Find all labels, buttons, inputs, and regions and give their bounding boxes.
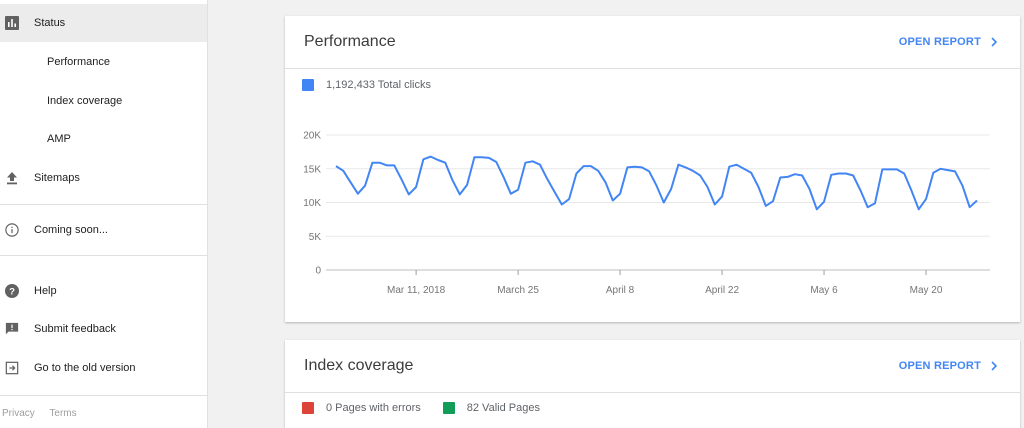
sidebar-item-label: Performance xyxy=(47,56,110,68)
y-tick-label: 5K xyxy=(309,232,322,243)
sidebar-item-submit-feedback[interactable]: Submit feedback xyxy=(0,310,207,348)
chevron-right-icon xyxy=(990,37,998,47)
legend-label: 0 Pages with errors xyxy=(326,402,421,414)
help-icon: ? xyxy=(5,284,19,298)
chart-legend: 1,192,433 Total clicks xyxy=(302,79,431,91)
sidebar-item-label: Coming soon... xyxy=(34,224,108,236)
info-icon xyxy=(5,223,19,237)
y-tick-label: 10K xyxy=(303,198,321,209)
legend-label: 1,192,433 Total clicks xyxy=(326,79,431,91)
sidebar-item-amp[interactable]: AMP xyxy=(0,120,207,158)
performance-chart: 0 5K 10K 15K 20K Mar 11, 2018 March 25 April 8… xyxy=(303,131,990,296)
bar-chart-icon xyxy=(5,16,19,30)
x-tick-label: Mar 11, 2018 xyxy=(387,285,446,296)
sidebar: Status Performance Index coverage AMP Si… xyxy=(0,0,208,428)
legend-label: 82 Valid Pages xyxy=(466,402,540,414)
sidebar-item-performance[interactable]: Performance xyxy=(0,43,207,81)
chevron-right-icon xyxy=(990,361,998,371)
upload-icon xyxy=(5,171,19,185)
legend-swatch xyxy=(302,79,314,91)
y-tick-label: 0 xyxy=(315,266,321,277)
card-title: Performance xyxy=(304,33,396,50)
sidebar-item-coming-soon[interactable]: Coming soon... xyxy=(0,211,207,249)
open-report-button[interactable]: OPEN REPORT xyxy=(899,36,998,48)
sidebar-footer: Privacy Terms xyxy=(2,408,89,419)
sidebar-item-help[interactable]: ? Help xyxy=(0,272,207,310)
sidebar-item-label: AMP xyxy=(47,133,71,145)
sidebar-item-status[interactable]: Status xyxy=(0,4,207,42)
performance-card: Performance OPEN REPORT 1,192,433 Total … xyxy=(285,16,1020,322)
sidebar-divider xyxy=(0,395,207,396)
x-tick-label: May 6 xyxy=(810,285,838,296)
exit-icon xyxy=(5,361,19,375)
open-report-label: OPEN REPORT xyxy=(898,360,981,372)
legend-swatch xyxy=(442,402,455,414)
card-title: Index coverage xyxy=(304,357,414,374)
sidebar-item-label: Help xyxy=(34,285,57,297)
sidebar-item-sitemaps[interactable]: Sitemaps xyxy=(0,159,207,197)
y-tick-label: 20K xyxy=(303,131,321,142)
open-report-button[interactable]: OPEN REPORT xyxy=(899,360,998,372)
feedback-icon xyxy=(5,322,19,336)
index-coverage-card: Index coverage OPEN REPORT 0 Pages with … xyxy=(285,340,1020,428)
svg-text:?: ? xyxy=(9,287,15,298)
open-report-label: OPEN REPORT xyxy=(898,36,981,48)
sidebar-divider xyxy=(0,255,207,256)
coverage-legend: 0 Pages with errors 82 Valid Pages xyxy=(302,402,540,414)
sidebar-item-label: Status xyxy=(34,17,66,29)
sidebar-item-label: Go to the old version xyxy=(34,362,136,374)
x-tick-label: April 22 xyxy=(705,285,739,296)
legend-swatch xyxy=(302,402,314,414)
sidebar-item-label: Index coverage xyxy=(47,95,123,107)
x-tick-label: May 20 xyxy=(910,285,943,296)
sidebar-divider xyxy=(0,204,207,205)
legend-valid[interactable]: 82 Valid Pages xyxy=(442,402,540,414)
sidebar-item-label: Sitemaps xyxy=(34,172,80,184)
performance-card-header: Performance OPEN REPORT xyxy=(285,16,1020,69)
legend-errors[interactable]: 0 Pages with errors xyxy=(302,402,421,414)
privacy-link[interactable]: Privacy xyxy=(2,408,35,419)
terms-link[interactable]: Terms xyxy=(49,408,77,419)
sidebar-item-label: Submit feedback xyxy=(34,323,116,335)
sidebar-item-index-coverage[interactable]: Index coverage xyxy=(0,82,207,120)
series-line-total-clicks xyxy=(335,155,978,211)
y-tick-label: 15K xyxy=(303,164,321,175)
sidebar-item-old-version[interactable]: Go to the old version xyxy=(0,349,207,387)
x-tick-label: April 8 xyxy=(606,285,635,296)
x-tick-label: March 25 xyxy=(497,285,539,296)
index-coverage-card-header: Index coverage OPEN REPORT xyxy=(285,340,1020,393)
